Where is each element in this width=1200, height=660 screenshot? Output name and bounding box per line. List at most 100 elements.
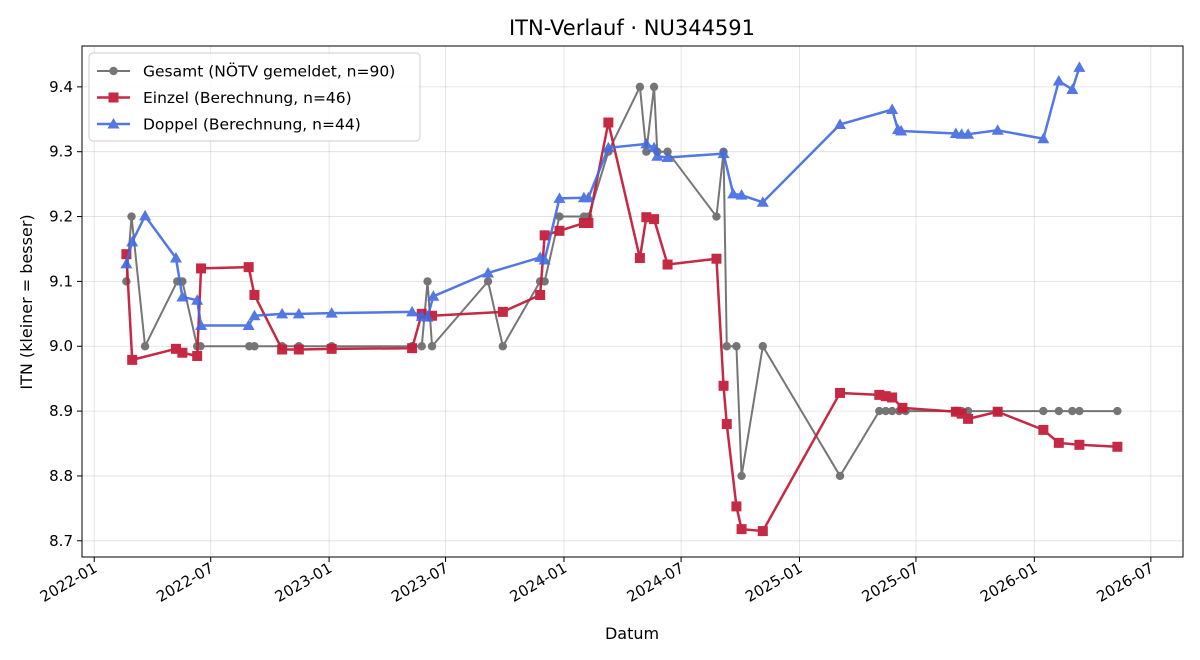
data-point-doppel (482, 266, 495, 278)
data-point-gesamt (712, 212, 721, 221)
data-point-einzel (662, 259, 673, 270)
data-point-einzel (992, 406, 1003, 417)
data-point-doppel (176, 290, 189, 302)
data-point-gesamt (635, 82, 645, 92)
legend-label-gesamt: Gesamt (NÖTV gemeldet, n=90) (143, 62, 395, 81)
data-point-gesamt (758, 342, 768, 351)
data-point-gesamt (835, 471, 845, 481)
data-point-gesamt (737, 471, 746, 481)
data-point-doppel (648, 141, 661, 153)
legend-marker-doppel (107, 118, 120, 129)
y-axis-label: ITN (kleiner = besser) (17, 214, 36, 389)
data-point-doppel (406, 305, 419, 317)
data-point-doppel (640, 137, 653, 149)
data-point-doppel (325, 307, 338, 318)
data-point-gesamt (140, 342, 150, 351)
series-einzel (121, 117, 1123, 537)
legend-entry-einzel (97, 92, 130, 103)
data-point-einzel (721, 419, 732, 430)
data-point-einzel (249, 290, 260, 301)
data-point-doppel (292, 307, 305, 319)
data-point-doppel (553, 192, 566, 203)
data-point-einzel (874, 389, 885, 400)
data-point-doppel (1073, 61, 1086, 72)
legend: Gesamt (NÖTV gemeldet, n=90) Einzel (Bere… (88, 52, 421, 142)
data-point-einzel (326, 343, 337, 354)
data-point-einzel (583, 218, 594, 229)
y-tick-label: 9.2 (49, 208, 73, 226)
data-point-einzel (603, 117, 614, 128)
data-point-einzel (1038, 424, 1049, 435)
y-tick-label: 8.9 (49, 402, 73, 420)
data-point-gesamt (642, 147, 651, 156)
data-point-einzel (1074, 439, 1085, 450)
data-series (120, 61, 1123, 537)
data-point-einzel (641, 212, 652, 223)
data-point-einzel (497, 306, 508, 317)
data-point-doppel (834, 118, 847, 129)
y-tick-label: 8.7 (49, 532, 73, 550)
data-point-einzel (293, 344, 304, 355)
data-point-einzel (757, 526, 768, 537)
data-point-einzel (192, 350, 203, 361)
data-point-gesamt (1068, 406, 1077, 416)
plot-frame (81, 45, 1184, 558)
data-point-gesamt (555, 212, 564, 221)
data-point-einzel (880, 391, 891, 402)
data-point-gesamt (649, 82, 659, 92)
data-point-gesamt (887, 406, 897, 416)
data-point-einzel (897, 402, 908, 413)
data-point-doppel (661, 151, 674, 163)
data-point-gesamt (1039, 406, 1048, 416)
data-point-einzel (718, 380, 729, 391)
data-point-einzel (427, 310, 438, 321)
data-point-einzel (731, 501, 742, 512)
series-doppel (120, 61, 1086, 330)
data-point-einzel (1053, 437, 1064, 448)
data-point-einzel (835, 387, 846, 398)
data-point-gesamt (427, 342, 437, 351)
data-point-einzel (535, 290, 546, 301)
legend-entry-gesamt (97, 66, 130, 76)
y-tick-label: 8.8 (49, 467, 73, 485)
data-point-doppel (195, 319, 208, 330)
data-point-doppel (991, 124, 1004, 135)
data-point-einzel (554, 225, 565, 236)
data-point-doppel (427, 290, 440, 301)
data-point-gesamt (875, 406, 884, 416)
data-point-doppel (276, 307, 289, 319)
data-point-gesamt (483, 277, 493, 286)
data-point-einzel (963, 413, 974, 424)
data-point-einzel (127, 354, 138, 365)
data-point-gesamt (498, 342, 508, 351)
data-point-gesamt (122, 277, 131, 286)
data-point-einzel (121, 249, 132, 260)
data-point-doppel (756, 196, 769, 207)
legend-label-einzel: Einzel (Berechnung, n=46) (143, 89, 352, 107)
data-point-einzel (196, 263, 207, 274)
legend-marker-einzel (108, 92, 119, 103)
legend-box (88, 52, 421, 142)
data-point-einzel (539, 230, 550, 241)
data-point-einzel (634, 253, 645, 264)
y-tick-label: 9.0 (49, 337, 73, 355)
data-point-gesamt (1054, 406, 1064, 416)
data-point-doppel (538, 253, 551, 265)
data-point-gesamt (127, 212, 136, 221)
y-tick-label: 9.4 (49, 78, 73, 96)
data-point-doppel (120, 257, 133, 269)
data-point-gesamt (1113, 406, 1122, 416)
data-point-doppel (126, 235, 139, 247)
data-point-einzel (711, 253, 722, 264)
data-point-gesamt (732, 342, 741, 351)
data-point-doppel (169, 252, 182, 263)
data-point-doppel (727, 187, 740, 199)
data-point-doppel (962, 128, 975, 139)
data-point-einzel (407, 343, 418, 354)
data-point-einzel (277, 344, 288, 355)
data-point-einzel (170, 343, 181, 354)
data-point-doppel (1052, 75, 1065, 86)
data-point-doppel (242, 319, 255, 330)
